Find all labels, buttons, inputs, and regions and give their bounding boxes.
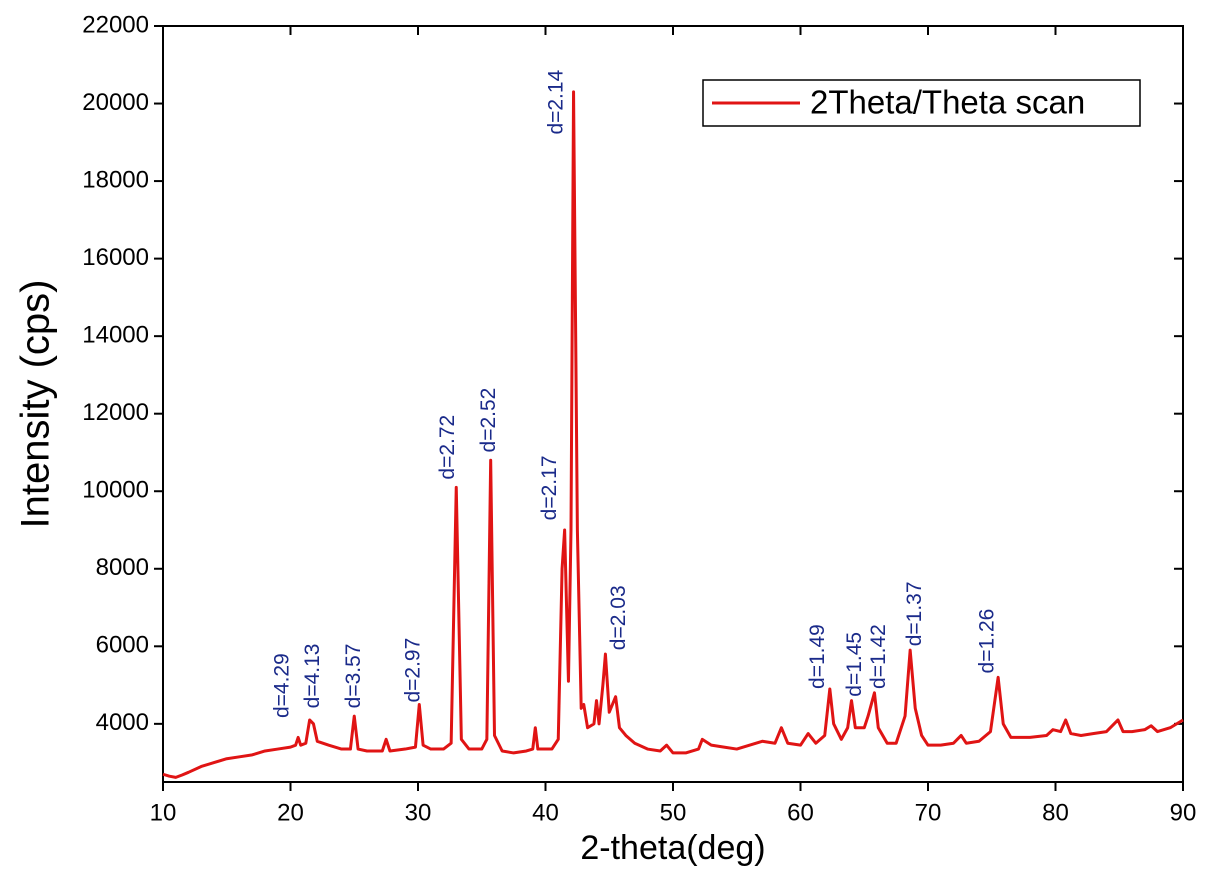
y-tick-label: 20000: [82, 89, 149, 116]
peak-annotation: d=2.03: [607, 585, 630, 650]
x-tick-label: 80: [1042, 799, 1069, 826]
peak-annotation: d=3.57: [342, 644, 365, 709]
data-line: [162, 90, 1184, 779]
x-tick-label: 20: [277, 799, 304, 826]
peak-annotation: d=2.17: [538, 455, 561, 520]
y-tick-label: 10000: [82, 477, 149, 504]
y-tick-label: 16000: [82, 244, 149, 271]
x-tick-label: 60: [787, 799, 814, 826]
x-tick-label: 70: [915, 799, 942, 826]
peak-annotation: d=1.45: [843, 632, 866, 697]
x-tick-label: 30: [405, 799, 432, 826]
y-tick-label: 4000: [96, 709, 149, 736]
peak-annotation: d=4.29: [270, 653, 293, 718]
peak-annotation: d=2.52: [477, 388, 500, 453]
x-tick-label: 50: [660, 799, 687, 826]
y-tick-label: 12000: [82, 399, 149, 426]
x-tick-label: 40: [532, 799, 559, 826]
peak-annotation: d=2.72: [436, 415, 459, 480]
peak-annotation: d=1.42: [867, 624, 890, 689]
y-tick-label: 22000: [82, 11, 149, 38]
peak-annotation: d=1.26: [975, 609, 998, 674]
peak-annotation: d=1.37: [903, 581, 926, 646]
peak-annotation: d=1.49: [806, 624, 829, 689]
y-tick-label: 14000: [82, 321, 149, 348]
peak-annotation: d=2.14: [545, 69, 568, 134]
y-tick-label: 6000: [96, 632, 149, 659]
y-axis-title: Intensity (cps): [14, 280, 58, 529]
y-tick-label: 18000: [82, 166, 149, 193]
x-tick-label: 90: [1170, 799, 1197, 826]
x-axis-title: 2-theta(deg): [580, 829, 765, 867]
y-tick-label: 8000: [96, 554, 149, 581]
legend-label: 2Theta/Theta scan: [810, 84, 1085, 121]
peak-annotation: d=4.13: [301, 644, 324, 709]
x-tick-label: 10: [150, 799, 177, 826]
peak-annotation: d=2.97: [402, 638, 425, 703]
